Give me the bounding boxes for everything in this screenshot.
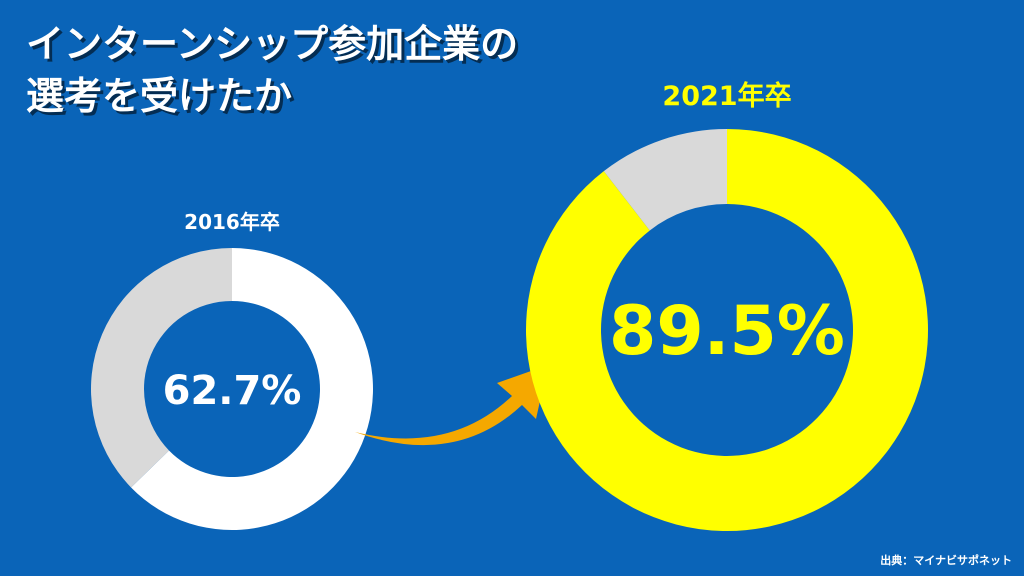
donut-slice-remainder xyxy=(91,248,232,488)
percentage-label: 62.7% xyxy=(163,368,302,414)
page-title: インターンシップ参加企業の 選考を受けたか xyxy=(26,18,518,122)
donut-chart-2021: 2021年卒 89.5% xyxy=(526,80,928,532)
donut-slice-remainder xyxy=(603,129,727,231)
source-note: 出典：マイナビサポネット xyxy=(880,554,1012,567)
donut-slice-value xyxy=(131,248,374,530)
page-title-line-1: インターンシップ参加企業の xyxy=(26,22,519,66)
percentage-label: 89.5% xyxy=(609,292,845,371)
chart-title: 2021年卒 xyxy=(662,80,791,112)
donut-chart-2016: 2016年卒 62.7% xyxy=(91,210,374,530)
donut-slice-value xyxy=(526,129,928,532)
chart-title: 2016年卒 xyxy=(184,210,280,234)
page-title-line-2: 選考を受けたか xyxy=(26,74,293,118)
increase-arrow-icon xyxy=(355,365,548,446)
